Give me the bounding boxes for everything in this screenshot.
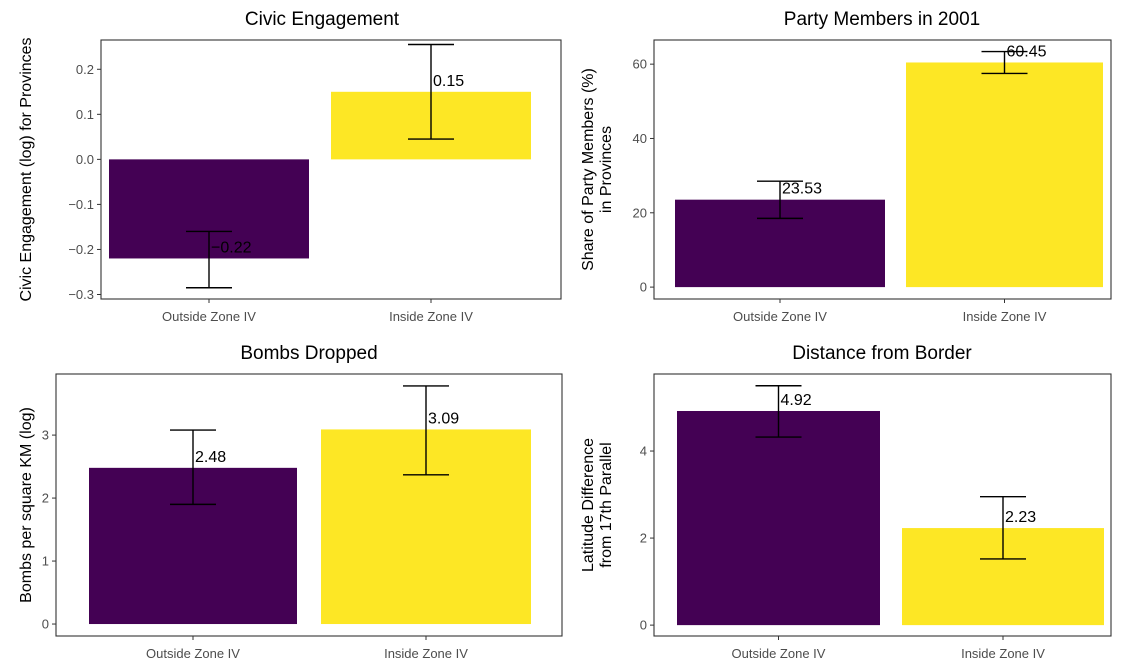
y-tick-label: 2 bbox=[42, 491, 49, 506]
y-axis-label: Share of Party Members (%)in Provinces bbox=[580, 68, 615, 271]
y-axis-label: Latitude Differencefrom 17th Parallel bbox=[580, 438, 615, 572]
panel-title: Civic Engagement bbox=[245, 9, 400, 30]
y-tick-label: 0.0 bbox=[76, 152, 94, 167]
panel-title: Bombs Dropped bbox=[240, 343, 377, 364]
y-axis-label-line: in Provinces bbox=[598, 126, 615, 213]
error-bar-outside-zone-iv bbox=[755, 385, 802, 438]
y-tick-label: 3 bbox=[42, 428, 49, 443]
y-tick-label: 0 bbox=[640, 618, 647, 633]
panel-bombs-dropped: Bombs Dropped Bombs per square KM (log) 2.… bbox=[18, 343, 563, 661]
data-label-outside-zone-iv: −0.22 bbox=[211, 239, 252, 256]
x-tick-label: Inside Zone IV bbox=[961, 646, 1045, 661]
x-tick-label: Outside Zone IV bbox=[146, 646, 240, 661]
error-bar-outside-zone-iv bbox=[170, 429, 216, 506]
error-bar-inside-zone-iv bbox=[408, 43, 454, 140]
y-tick-label: 0.2 bbox=[76, 62, 94, 77]
panel-border bbox=[55, 373, 563, 637]
bar-outside-zone-iv bbox=[677, 410, 880, 626]
x-tick-label: Outside Zone IV bbox=[733, 309, 827, 324]
panel-distance-from-border: Distance from Border Latitude Differencef… bbox=[580, 343, 1112, 661]
x-tick-label: Outside Zone IV bbox=[732, 646, 826, 661]
y-axis-label-line: Bombs per square KM (log) bbox=[18, 407, 35, 603]
data-label-outside-zone-iv: 2.48 bbox=[195, 449, 226, 466]
x-tick-label: Inside Zone IV bbox=[384, 646, 468, 661]
y-tick-label: 20 bbox=[633, 205, 647, 220]
bar-inside-zone-iv bbox=[906, 62, 1103, 288]
data-label-inside-zone-iv: 60.45 bbox=[1007, 43, 1047, 60]
y-tick-label: 40 bbox=[633, 131, 647, 146]
y-tick-label: −0.2 bbox=[68, 242, 94, 257]
y-axis-label: Bombs per square KM (log) bbox=[18, 407, 35, 603]
y-axis-label: Civic Engagement (log) for Provinces bbox=[18, 37, 35, 301]
panel-border bbox=[653, 39, 1112, 300]
data-label-inside-zone-iv: 0.15 bbox=[433, 73, 464, 90]
x-tick-label: Inside Zone IV bbox=[389, 309, 473, 324]
y-axis-label-line: Share of Party Members (%) bbox=[580, 68, 597, 271]
x-tick-label: Outside Zone IV bbox=[162, 309, 256, 324]
panel-border bbox=[653, 373, 1112, 637]
y-tick-label: 0.1 bbox=[76, 107, 94, 122]
panel-civic-engagement: Civic Engagement Civic Engagement (log) f… bbox=[18, 9, 562, 324]
y-axis-label-line: Latitude Difference bbox=[580, 438, 597, 572]
data-label-outside-zone-iv: 23.53 bbox=[782, 181, 822, 198]
panel-border bbox=[100, 39, 562, 300]
data-label-outside-zone-iv: 4.92 bbox=[781, 392, 812, 409]
y-tick-label: 0 bbox=[640, 280, 647, 295]
panel-title: Party Members in 2001 bbox=[784, 9, 980, 30]
error-bar-outside-zone-iv bbox=[757, 180, 803, 220]
y-tick-label: 0 bbox=[42, 617, 49, 632]
y-axis-label-line: from 17th Parallel bbox=[598, 442, 615, 567]
y-axis-label-line: Civic Engagement (log) for Provinces bbox=[18, 37, 35, 301]
y-tick-label: 4 bbox=[640, 444, 647, 459]
y-tick-label: 2 bbox=[640, 531, 647, 546]
y-tick-label: −0.3 bbox=[68, 287, 94, 302]
error-bar-inside-zone-iv bbox=[981, 50, 1028, 75]
error-bar-inside-zone-iv bbox=[403, 385, 449, 476]
x-tick-label: Inside Zone IV bbox=[963, 309, 1047, 324]
y-tick-label: 1 bbox=[42, 554, 49, 569]
y-tick-label: 60 bbox=[633, 57, 647, 72]
y-tick-label: −0.1 bbox=[68, 197, 94, 212]
data-label-inside-zone-iv: 3.09 bbox=[428, 410, 459, 427]
error-bar-inside-zone-iv bbox=[980, 496, 1026, 560]
error-bar-outside-zone-iv bbox=[186, 230, 232, 289]
panel-title: Distance from Border bbox=[792, 343, 972, 364]
data-label-inside-zone-iv: 2.23 bbox=[1005, 509, 1036, 526]
panel-party-members: Party Members in 2001 Share of Party Memb… bbox=[580, 9, 1112, 324]
